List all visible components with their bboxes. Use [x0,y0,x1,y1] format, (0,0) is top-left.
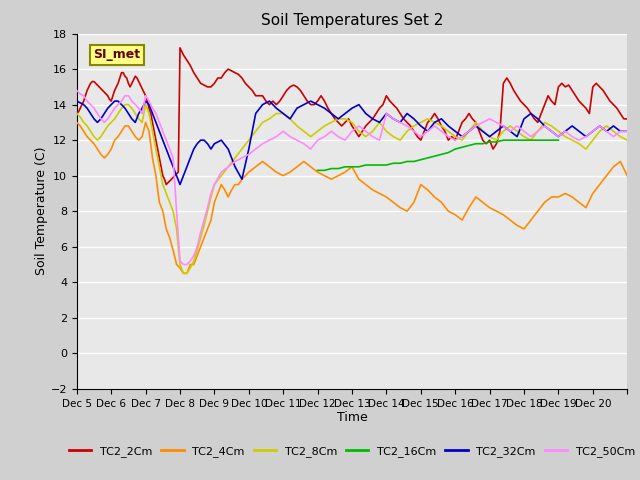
Y-axis label: Soil Temperature (C): Soil Temperature (C) [35,147,48,276]
X-axis label: Time: Time [337,411,367,424]
Legend: TC2_2Cm, TC2_4Cm, TC2_8Cm, TC2_16Cm, TC2_32Cm, TC2_50Cm: TC2_2Cm, TC2_4Cm, TC2_8Cm, TC2_16Cm, TC2… [65,442,639,461]
Text: SI_met: SI_met [93,48,140,61]
Title: Soil Temperatures Set 2: Soil Temperatures Set 2 [261,13,443,28]
